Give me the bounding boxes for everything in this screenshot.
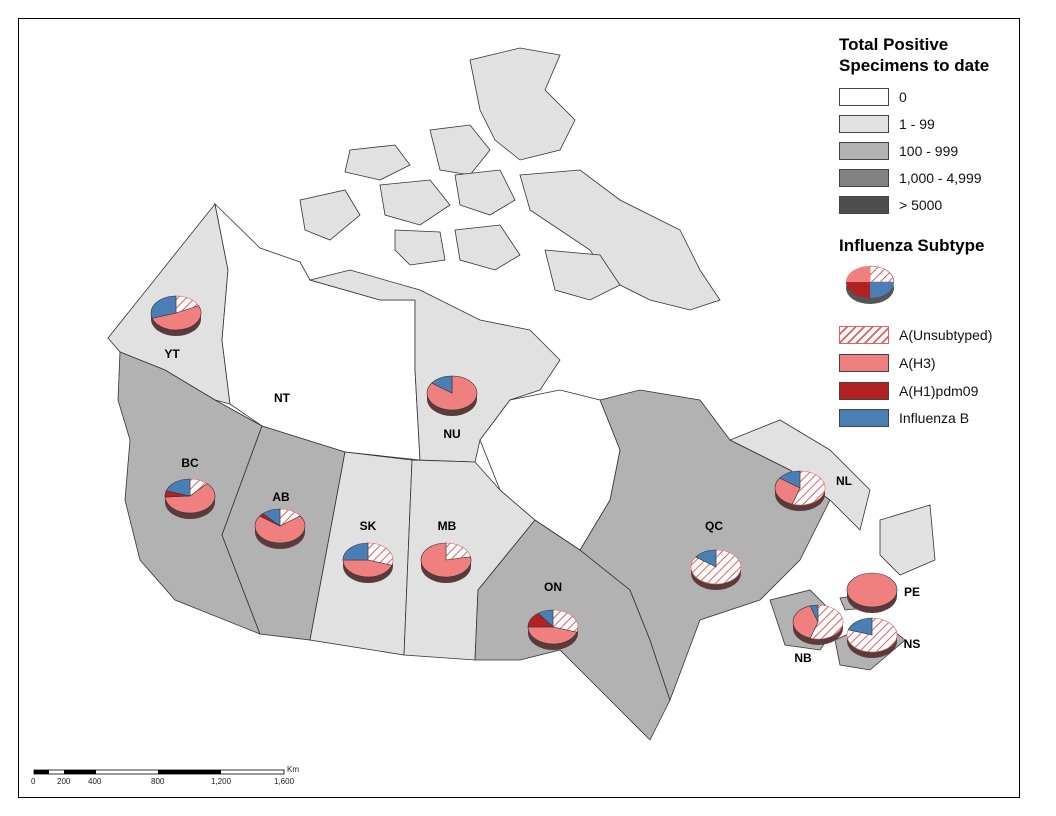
pie-slice-unsubtyped <box>367 542 394 566</box>
pie-slice-h3 <box>420 542 472 578</box>
scale-tick-label: 1,600 <box>274 777 295 786</box>
province-nl-island <box>879 504 936 576</box>
legend-pie-sample <box>846 265 895 304</box>
pie-slice-unsubtyped <box>445 542 471 561</box>
pie-ab <box>254 508 306 549</box>
province-label-ab: AB <box>272 490 290 504</box>
pie-slice-h3 <box>254 515 306 544</box>
province-label-yt: YT <box>164 347 180 361</box>
legend-class-row: > 5000 <box>839 195 942 215</box>
province-label-qc: QC <box>705 519 723 533</box>
legend-subtype-label: A(Unsubtyped) <box>899 327 993 343</box>
scale-tick-label: 0 <box>31 777 36 786</box>
pie-slice-h3 <box>426 375 478 411</box>
province-label-nt: NT <box>274 391 291 405</box>
pie-slice-b <box>809 604 819 623</box>
legend-class-label: 100 - 999 <box>899 143 959 159</box>
province-label-nb: NB <box>794 651 812 665</box>
legend-subtype-row: A(Unsubtyped) <box>839 325 992 345</box>
legend-swatch <box>839 326 889 344</box>
scale-tick-label: 800 <box>151 777 165 786</box>
scale-bar <box>33 769 285 775</box>
legend-class-label: > 5000 <box>899 197 943 213</box>
legend-subtype-row: Influenza B <box>839 408 969 428</box>
legend-class-row: 1,000 - 4,999 <box>839 168 982 188</box>
legend-swatch <box>839 88 889 106</box>
pie-slice-h3 <box>164 483 216 514</box>
provinces <box>107 202 936 741</box>
legend-swatch <box>839 409 889 427</box>
province-label-pe: PE <box>904 585 920 599</box>
legend-class-label: 1 - 99 <box>899 116 935 132</box>
province-label-ns: NS <box>904 637 921 651</box>
pie-nl <box>774 470 826 511</box>
pie-slice-unsubtyped <box>791 470 826 506</box>
pie-nu <box>426 375 478 416</box>
pie-slice-b <box>779 470 801 489</box>
pie-slice-h3 <box>151 305 202 331</box>
legend-positives-title-2: Specimens to date <box>839 56 990 75</box>
scale-tick-label: 200 <box>57 777 71 786</box>
pie-slice-unsubtyped <box>846 617 898 653</box>
map-frame <box>18 18 1020 798</box>
pie-yt <box>150 295 202 336</box>
province-label-nl: NL <box>836 474 852 488</box>
pie-slice-b <box>342 542 369 561</box>
pie-slice-h3 <box>774 477 801 505</box>
legend-class-row: 1 - 99 <box>839 114 935 134</box>
legend-subtype-title: Influenza Subtype <box>839 236 985 255</box>
legend-swatch <box>839 169 889 187</box>
pie-slice-h3 <box>792 605 819 639</box>
legend-class-row: 100 - 999 <box>839 141 958 161</box>
province-label-mb: MB <box>438 519 457 533</box>
pie-sk <box>342 542 394 583</box>
pie-mb <box>420 542 472 583</box>
pie-slice-b <box>847 617 873 636</box>
scale-tick-label: 1,200 <box>211 777 232 786</box>
pie-bc <box>164 478 216 519</box>
legend-swatch <box>839 115 889 133</box>
pie-slice-unsubtyped <box>552 609 579 633</box>
pie-nb <box>792 604 844 645</box>
province-label-sk: SK <box>360 519 377 533</box>
pie-slice-b <box>150 295 177 319</box>
legend-positives-title-1: Total Positive <box>839 35 949 54</box>
scale-unit-label: Km <box>287 765 299 774</box>
pie-slice-b <box>537 609 554 628</box>
legend-swatch <box>839 196 889 214</box>
pie-slice-b <box>431 375 453 394</box>
legend-subtype-row: A(H1)pdm09 <box>839 381 978 401</box>
legend-class-label: 0 <box>899 89 907 105</box>
legend-class-row: 0 <box>839 87 907 107</box>
pie-ns <box>846 617 898 658</box>
pie-slice-b <box>695 549 717 568</box>
legend-subtype-label: Influenza B <box>899 410 970 426</box>
arctic-islands <box>299 47 721 311</box>
pie-pe <box>846 572 898 613</box>
scale-tick-label: 400 <box>88 777 102 786</box>
legend-subtype-label: A(H1)pdm09 <box>899 383 979 399</box>
hudson-bay <box>479 389 621 551</box>
legend-class-label: 1,000 - 4,999 <box>899 170 982 186</box>
legend-subtype-row: A(H3) <box>839 353 936 373</box>
pie-slice-h3 <box>342 559 393 578</box>
province-label-bc: BC <box>181 456 199 470</box>
pie-qc <box>690 549 742 590</box>
province-label-on: ON <box>544 580 562 594</box>
pie-slice-h3 <box>527 626 578 645</box>
pie-slice-unsubtyped <box>690 549 742 585</box>
pie-charts <box>150 295 898 658</box>
pie-slice-b <box>165 478 191 497</box>
legend-swatch <box>839 142 889 160</box>
pie-slice-h3 <box>846 572 898 608</box>
pie-slice-b <box>262 508 281 527</box>
legend-subtype-label: A(H3) <box>899 355 936 371</box>
legend-swatch <box>839 382 889 400</box>
legend-swatch <box>839 354 889 372</box>
pie-on <box>527 609 579 650</box>
pie-slice-unsubtyped <box>809 604 844 640</box>
province-label-nu: NU <box>443 427 460 441</box>
province-labels: YT NT NU BC AB SK MB ON QC NL PE NB NS <box>164 347 920 665</box>
